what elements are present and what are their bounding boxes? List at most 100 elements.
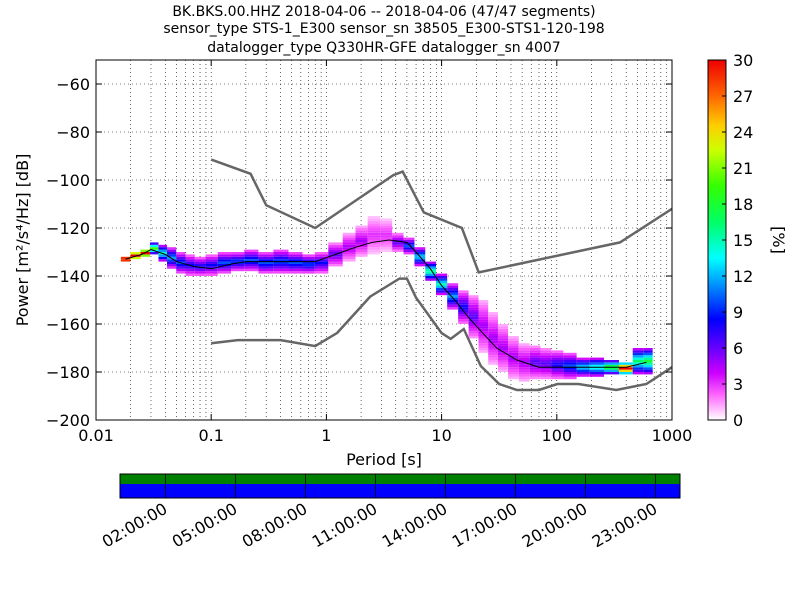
density-cell — [342, 259, 356, 262]
density-cell — [589, 364, 605, 368]
density-cell — [403, 244, 415, 248]
density-cell — [518, 345, 530, 348]
density-cell — [185, 254, 195, 257]
density-cell — [551, 374, 564, 377]
density-cell — [478, 302, 489, 305]
density-cell — [458, 316, 469, 320]
density-cell — [447, 302, 459, 305]
density-cell — [632, 364, 644, 368]
density-cell — [540, 352, 552, 356]
density-cell — [194, 271, 206, 274]
density-cell — [551, 372, 564, 375]
density-cell — [205, 259, 218, 262]
density-cell — [488, 324, 498, 327]
density-cell — [355, 249, 368, 252]
density-cell — [563, 374, 577, 377]
density-cell — [508, 362, 519, 365]
density-cell — [497, 328, 509, 332]
density-cell — [328, 249, 343, 252]
density-cell — [414, 261, 426, 264]
density-cell — [478, 309, 489, 312]
density-cell — [576, 360, 590, 363]
density-cell — [497, 333, 509, 336]
density-cell — [508, 374, 519, 377]
density-cell — [488, 338, 498, 341]
density-cell — [217, 266, 232, 269]
density-cell — [632, 355, 644, 358]
density-cell — [185, 271, 195, 274]
density-cell — [205, 261, 218, 264]
density-cell — [529, 345, 541, 348]
density-cell — [205, 264, 218, 267]
density-cell — [244, 264, 259, 267]
colorbar-tick-label: 9 — [733, 303, 743, 322]
density-cell — [328, 244, 343, 248]
high-noise-model-line — [210, 158, 672, 274]
density-cell — [258, 261, 274, 264]
density-cell — [130, 256, 141, 260]
density-cell — [244, 259, 259, 262]
density-cell — [447, 283, 459, 286]
density-cell — [458, 312, 469, 315]
density-cell — [414, 264, 426, 267]
density-cell — [508, 336, 519, 339]
density-cell — [529, 374, 541, 377]
density-cell — [488, 357, 498, 360]
low-noise-model-line — [211, 277, 672, 392]
timeline-tick-label: 11:00:00 — [309, 499, 381, 551]
density-cell — [540, 362, 552, 365]
density-cell — [447, 307, 459, 310]
timeline-tick-label: 20:00:00 — [519, 499, 591, 551]
density-cell — [342, 256, 356, 260]
y-tick-label: −80 — [56, 123, 90, 142]
density-cell — [458, 297, 469, 300]
density-cell — [258, 268, 274, 272]
density-cell — [217, 254, 232, 257]
density-cell — [497, 364, 509, 368]
x-tick-label: 10 — [431, 426, 451, 445]
density-cell — [604, 362, 619, 365]
density-cell — [643, 350, 653, 353]
density-cell — [355, 254, 368, 257]
colorbar-tick-label: 6 — [733, 339, 743, 358]
density-cell — [355, 242, 368, 245]
density-cell — [273, 268, 289, 272]
density-cell — [185, 273, 195, 276]
colorbar-tick-label: 0 — [733, 411, 743, 430]
density-cell — [425, 278, 437, 281]
density-cell — [488, 350, 498, 353]
density-cell — [167, 254, 177, 257]
density-cell — [458, 307, 469, 310]
density-cell — [508, 376, 519, 380]
density-cell — [643, 357, 653, 360]
density-cell — [288, 271, 303, 274]
density-cell — [436, 273, 448, 276]
density-cell — [618, 367, 633, 370]
density-cell — [589, 362, 605, 365]
colorbar-label: [%] — [769, 226, 788, 254]
density-cell — [302, 261, 315, 264]
density-cell — [194, 259, 206, 262]
density-cell — [425, 266, 437, 269]
density-cell — [529, 376, 541, 380]
density-cell — [436, 288, 448, 291]
density-cell — [217, 268, 232, 272]
density-cell — [632, 369, 644, 372]
density-cell — [244, 261, 259, 264]
density-cell — [643, 369, 653, 372]
density-cell — [258, 264, 274, 267]
density-cell — [425, 271, 437, 274]
density-cell — [288, 254, 303, 257]
density-cell — [217, 259, 232, 262]
density-cell — [478, 333, 489, 336]
density-cell — [529, 355, 541, 358]
density-cell — [367, 218, 381, 221]
density-cell — [176, 259, 186, 262]
psd-plot-area: 0.01 0.1 1 10 100 1000 −200 −180 −160 −140 −120 −1… — [46, 59, 692, 445]
density-cell — [302, 271, 315, 274]
density-cell — [618, 362, 633, 365]
density-cell — [563, 369, 577, 372]
density-cell — [342, 244, 356, 248]
density-cell — [576, 364, 590, 368]
density-cell — [342, 249, 356, 252]
